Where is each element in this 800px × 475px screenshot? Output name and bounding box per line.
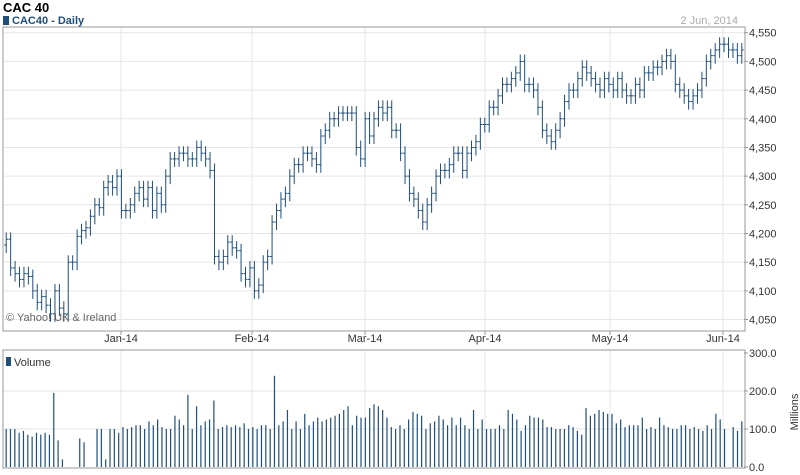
volume-series — [5, 375, 743, 467]
volume-tick-label: 200.0 — [749, 386, 777, 398]
price-tick-label: 4,400 — [749, 114, 777, 126]
price-tick-label: 4,300 — [749, 171, 777, 183]
volume-legend-swatch — [6, 357, 11, 366]
price-tick-label: 4,050 — [749, 315, 777, 327]
price-tick-label: 4,250 — [749, 200, 777, 212]
date-tick-label: Apr-14 — [468, 333, 501, 345]
lower-plot-frame — [2, 349, 746, 469]
series-legend: CAC40 - Daily — [3, 15, 84, 27]
date-tick-label: May-14 — [592, 333, 629, 345]
date-tick-label: Mar-14 — [348, 333, 383, 345]
date-axis: Jan-14 Feb-14 Mar-14 Apr-14 May-14 Jun-14 — [104, 331, 740, 345]
chart-date: 2 Jun, 2014 — [680, 15, 739, 27]
volume-tick-label: 0.0 — [749, 462, 764, 474]
watermark: © Yahoo! UK & Ireland — [6, 312, 116, 324]
volume-unit-label: Millions — [789, 393, 800, 430]
price-tick-label: 4,200 — [749, 228, 777, 240]
upper-plot-frame — [2, 26, 746, 332]
date-tick-label: Jan-14 — [104, 333, 138, 345]
date-tick-label: Feb-14 — [235, 333, 270, 345]
ohlc-series — [4, 37, 744, 322]
chart-title: CAC 40 — [3, 0, 50, 15]
volume-label-text: Volume — [14, 357, 51, 369]
legend-swatch — [3, 16, 9, 25]
price-tick-label: 4,150 — [749, 257, 777, 269]
price-tick-label: 4,450 — [749, 85, 777, 97]
volume-tick-label: 300.0 — [749, 348, 777, 360]
price-tick-label: 4,100 — [749, 286, 777, 298]
price-tick-label: 4,500 — [749, 56, 777, 68]
price-tick-label: 4,350 — [749, 142, 777, 154]
legend-label: CAC40 - Daily — [12, 15, 85, 27]
price-axis: 4,050 4,100 4,150 4,200 4,250 4,300 4,350 4,400… — [744, 28, 777, 327]
volume-tick-label: 100.0 — [749, 424, 777, 436]
price-tick-label: 4,550 — [749, 28, 777, 40]
volume-axis: 0.0 100.0 200.0 300.0 — [744, 348, 777, 474]
date-tick-label: Jun-14 — [706, 333, 740, 345]
upper-grid — [4, 27, 744, 331]
